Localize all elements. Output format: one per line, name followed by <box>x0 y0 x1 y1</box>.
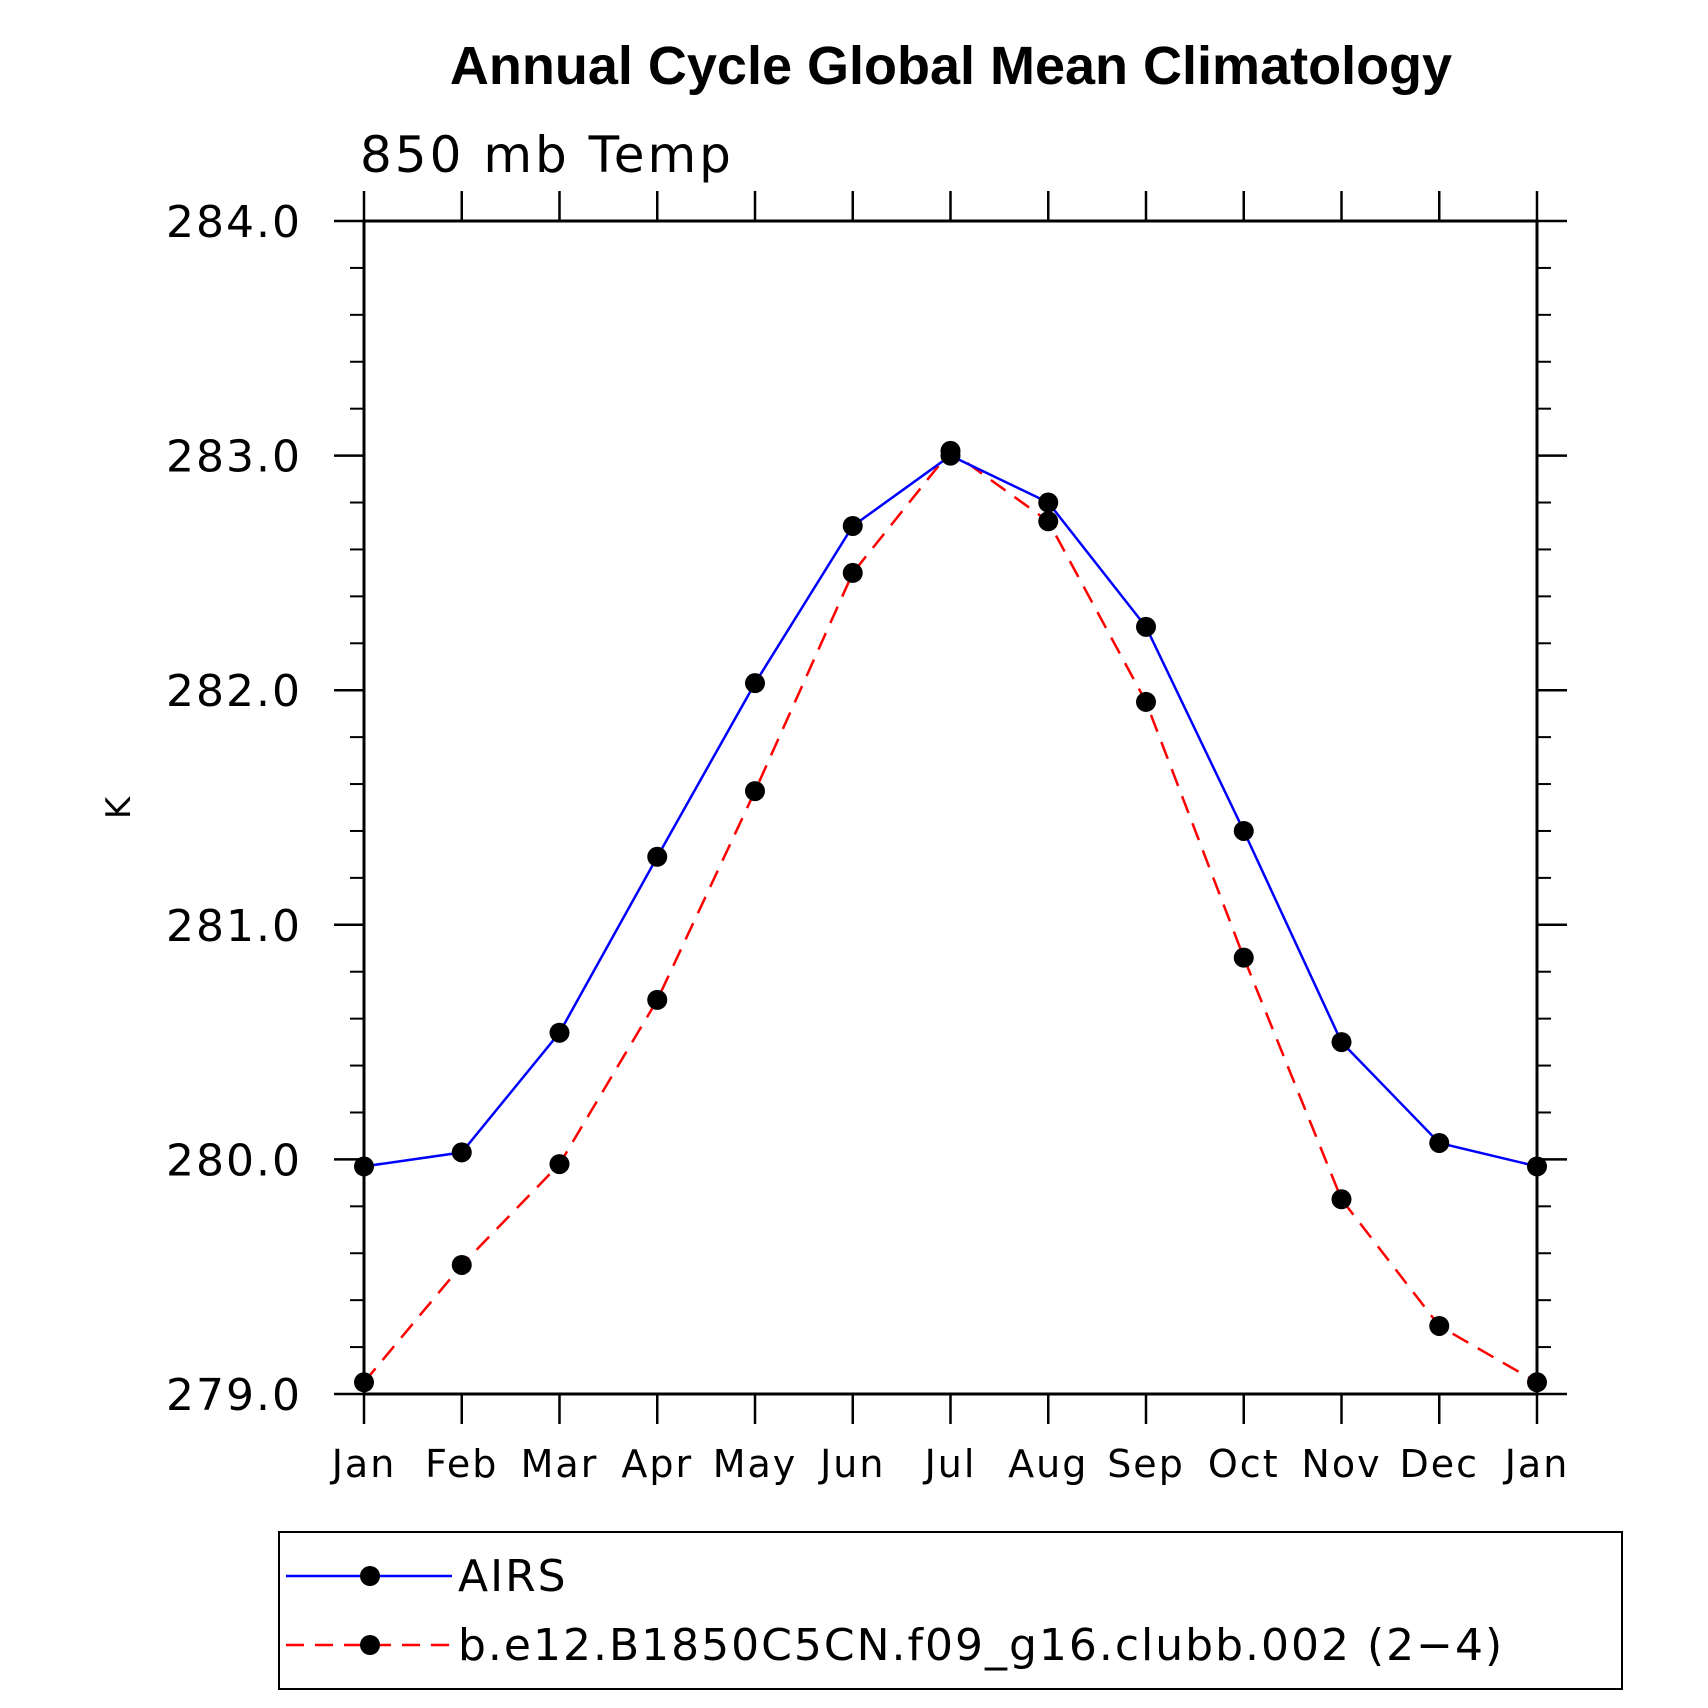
series-model-point <box>1233 947 1254 968</box>
series-airs-point <box>647 846 668 867</box>
legend-box <box>278 1531 1623 1690</box>
series-model-point <box>647 989 668 1010</box>
x-tick-label: Mar <box>521 1442 599 1486</box>
series-airs-point <box>940 445 961 466</box>
series-airs-point <box>1136 616 1156 637</box>
x-tick-label: Oct <box>1208 1442 1280 1486</box>
y-tick-label: 280.0 <box>166 1135 302 1186</box>
series-model-point <box>842 562 863 583</box>
y-tick-label: 283.0 <box>166 432 302 483</box>
series-layer <box>354 440 1547 1393</box>
chart-subtitle: 850 mb Temp <box>360 126 734 184</box>
x-tick-label: Dec <box>1399 1442 1479 1486</box>
series-model-line <box>363 449 1538 1384</box>
series-airs-point <box>1331 1032 1352 1053</box>
series-airs-point <box>549 1022 570 1043</box>
y-tick-label: 284.0 <box>166 197 302 248</box>
plot-frame <box>362 219 1539 1396</box>
x-tick-label: Jun <box>818 1442 885 1486</box>
series-airs-point <box>842 515 863 536</box>
y-tick-label: 281.0 <box>166 901 302 952</box>
minor-ticks <box>350 266 1551 1349</box>
y-tick-label: 282.0 <box>166 666 302 717</box>
x-tick-label: May <box>713 1442 798 1486</box>
series-model-point <box>1136 691 1156 712</box>
series-airs-point <box>1038 492 1059 513</box>
series-model-point <box>745 781 765 802</box>
x-tick-label: Jan <box>330 1442 397 1486</box>
legend-model-marker <box>360 1635 380 1655</box>
series-model-point <box>1429 1315 1450 1336</box>
x-tick-label: Aug <box>1008 1442 1088 1486</box>
series-model-point <box>549 1154 570 1175</box>
series-model-point <box>1038 511 1059 532</box>
series-model-point <box>451 1254 472 1275</box>
series-model-point <box>1331 1189 1352 1210</box>
y-axis-label: K <box>99 795 139 819</box>
y-tick-label: 279.0 <box>166 1370 302 1421</box>
x-tick-label: Jul <box>923 1442 977 1486</box>
legend-airs-marker <box>360 1566 380 1586</box>
chart-title: Annual Cycle Global Mean Climatology <box>450 36 1452 96</box>
y-axis: 279.0 280.0 281.0 282.0 283.0 284.0 <box>166 197 1567 1421</box>
series-airs-line <box>363 454 1538 1168</box>
x-tick-label: Nov <box>1301 1442 1381 1486</box>
legend: AIRS b.e12.B1850C5CN.f09_g16.clubb.002 (… <box>278 1531 1623 1690</box>
legend-model-label: b.e12.B1850C5CN.f09_g16.clubb.002 (2−4) <box>458 1620 1504 1671</box>
legend-airs-label: AIRS <box>458 1551 568 1602</box>
x-axis: Jan Feb Mar Apr May Jun Jul Aug Sep Oct Nov Dec Jan <box>330 191 1570 1486</box>
series-airs-point <box>451 1142 472 1163</box>
x-tick-label: Sep <box>1107 1442 1185 1486</box>
series-airs-point <box>1233 820 1254 841</box>
x-tick-label: Jan <box>1503 1442 1570 1486</box>
series-airs-point <box>745 673 765 694</box>
series-airs-point <box>1429 1132 1450 1153</box>
x-tick-label: Feb <box>425 1442 498 1486</box>
x-tick-label: Apr <box>621 1442 693 1486</box>
